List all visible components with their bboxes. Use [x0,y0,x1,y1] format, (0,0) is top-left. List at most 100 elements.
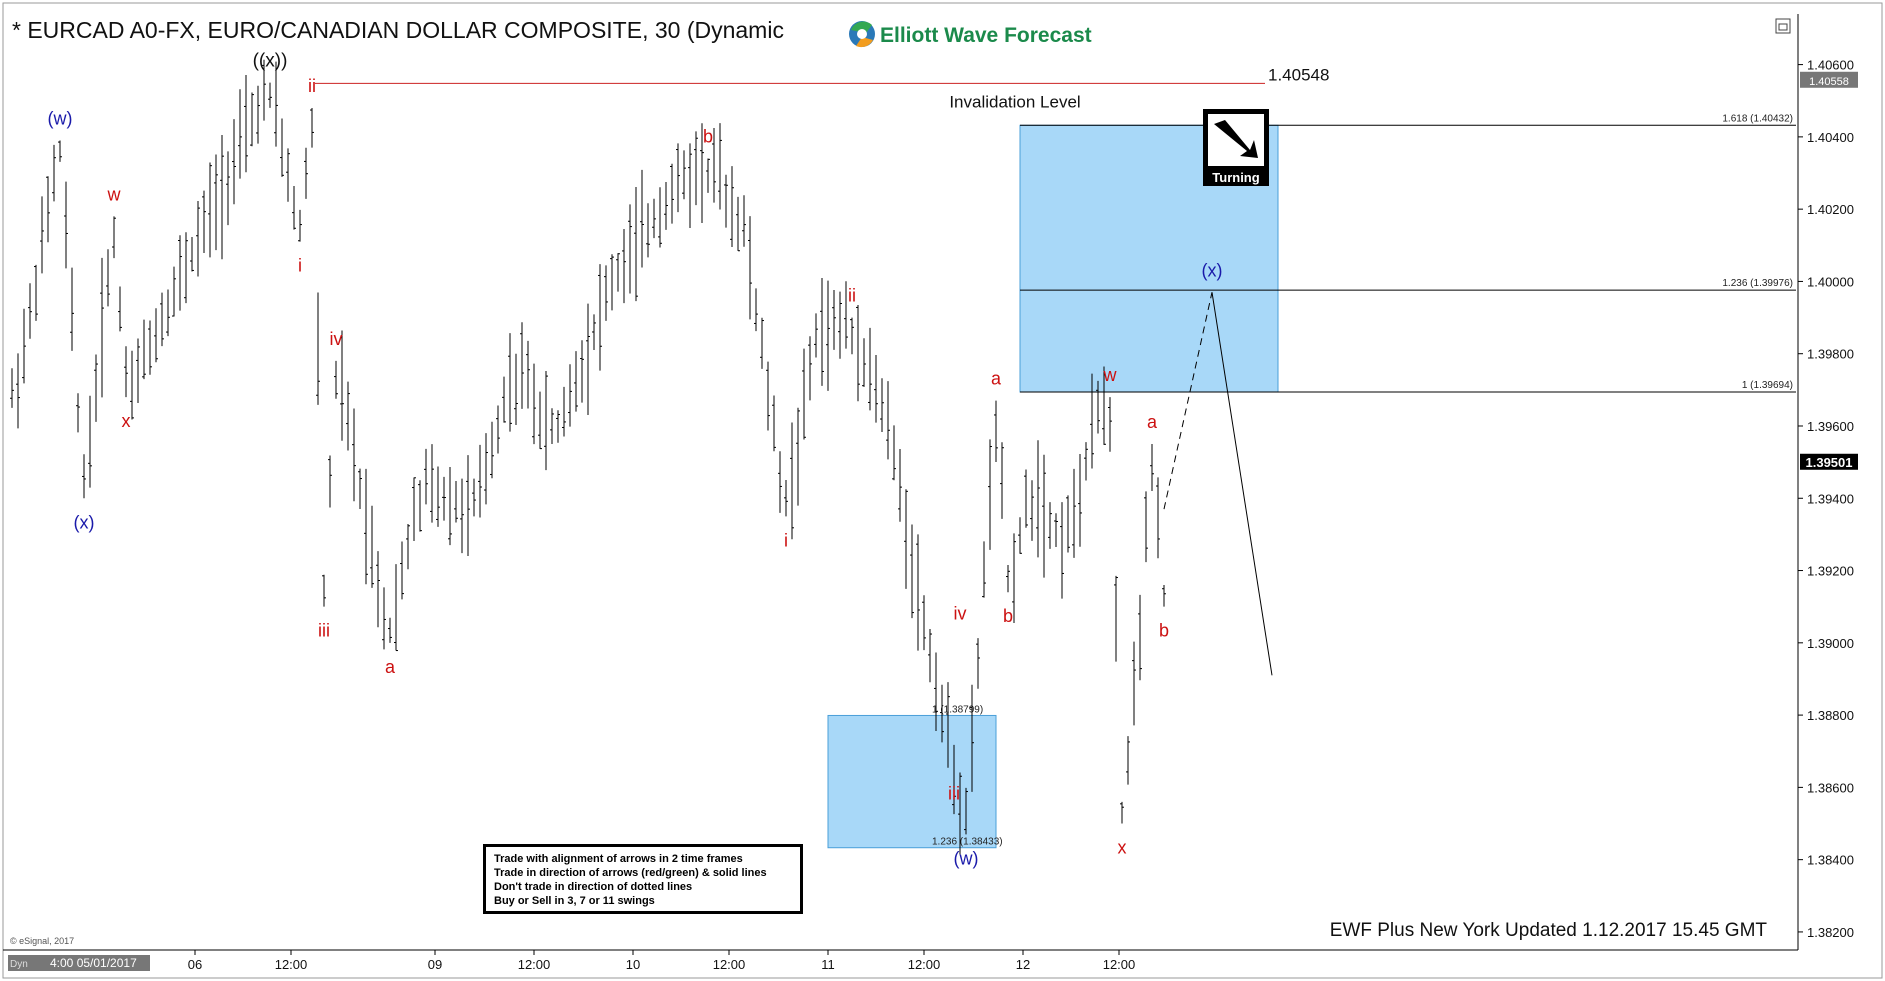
ohlc-bar [100,257,104,398]
wave-label: ((x)) [253,51,288,72]
ohlc-bar [712,127,716,203]
ohlc-bar [1078,453,1082,547]
ohlc-bar [442,476,446,521]
price-axis: 1.40600 1.40400 1.40200 1.40000 1.39800 1.396… [1798,58,1858,940]
fib-label: 1.236 (1.39976) [1722,278,1793,289]
window-restore-icon[interactable] [1775,18,1791,34]
ohlc-bar [106,249,110,307]
ohlc-bar [622,228,626,304]
ohlc-bar [880,378,884,432]
x-tick-label: 11 [821,957,835,972]
ohlc-bar [574,351,578,412]
ohlc-bar [208,162,212,258]
ohlc-bar [28,283,32,339]
ohlc-bar [286,148,290,202]
ohlc-bar [274,61,278,147]
projection-path [1163,292,1273,676]
ohlc-bar [754,288,758,332]
ohlc-bar [718,123,722,210]
ohlc-bar [784,480,788,517]
time-axis: 06 12:00 09 12:00 10 12:00 11 12:00 12 12:00 [188,950,1135,972]
ohlc-bar [160,292,164,347]
ohlc-bar [118,286,122,332]
ohlc-bar [82,454,86,499]
ohlc-bar [856,304,860,402]
ohlc-bar [292,186,296,230]
fib-label: 1 (1.38799) [932,704,983,715]
invalidation-text: Invalidation Level [949,92,1080,111]
ohlc-bar [1126,736,1130,785]
ohlc-bar [700,123,704,223]
ohlc-bar [814,313,818,358]
ohlc-bar [154,308,158,363]
ohlc-bar [520,322,524,409]
ohlc-bar [1036,440,1040,558]
fib-label: 1.618 (1.40432) [1722,113,1793,124]
first-date-text: 4:00 05/01/2017 [50,956,137,970]
ohlc-bar [832,290,836,350]
ohlc-bar [394,564,398,652]
ohlc-bar [178,235,182,311]
ohlc-bar [1108,397,1112,452]
ohlc-bar [904,489,908,589]
ohlc-bar [580,340,584,403]
ohlc-bar [250,92,254,147]
wave-label: w [1103,365,1118,385]
target-zones [827,124,1279,849]
ohlc-bar [1024,469,1028,528]
wave-label: (x) [74,512,95,532]
ohlc-bar [214,154,218,251]
ohlc-bar [52,144,56,202]
ohlc-bar [886,381,890,460]
ohlc-bar [994,400,998,463]
turning-label: Turning [1212,170,1259,185]
ohlc-bar [934,652,938,731]
ohlc-bar [514,353,518,426]
ohlc-bar [1156,477,1160,559]
ohlc-bar [736,196,740,252]
ohlc-bar [298,209,302,242]
ohlc-bar [94,354,98,422]
copyright-text: © eSignal, 2017 [10,936,74,946]
ohlc-bar [448,466,452,546]
wave-label: w [107,184,122,204]
y-tick-label: 1.40400 [1807,130,1854,145]
price-tag-label: 1.39501 [1806,455,1853,470]
x-tick-label: 12:00 [518,957,551,972]
ohlc-bar [538,391,542,450]
ohlc-bar [898,448,902,522]
ohlc-bar [964,787,968,835]
rule-line: Buy or Sell in 3, 7 or 11 swings [494,895,655,907]
ohlc-bar [640,169,644,268]
ohlc-bar [892,425,896,481]
ohlc-bar [484,433,488,505]
ohlc-bar [310,107,314,148]
ohlc-bar [760,317,764,369]
turning-signal: Turning [1203,109,1269,186]
ohlc-bar [262,59,266,121]
rule-line: Trade in direction of arrows (red/green)… [494,867,767,879]
fib-label: 1.236 (1.38433) [932,837,1003,848]
chart-title: * EURCAD A0-FX, EURO/CANADIAN DOLLAR COM… [12,17,784,43]
ohlc-bar [592,314,596,350]
logo-globe-icon [849,21,875,48]
ohlc-bar [346,381,350,451]
y-tick-label: 1.39600 [1807,419,1854,434]
ohlc-bar [424,448,428,505]
first-date-tag: Dyn 4:00 05/01/2017 [8,955,150,971]
ohlc-bar [1138,594,1142,681]
ohlc-bar [478,444,482,518]
y-tick-label: 1.38600 [1807,780,1854,795]
ohlc-bar [70,267,74,351]
ohlc-bar [544,371,548,471]
x-tick-label: 06 [188,957,202,972]
ohlc-bar [910,524,914,619]
ohlc-bar [166,289,170,337]
ohlc-bar [742,195,746,247]
ohlc-bar [598,264,602,371]
ohlc-bar [172,266,176,317]
target-zone-lower [827,714,997,849]
ohlc-bar [388,617,392,643]
brand-logo: Elliott Wave Forecast [849,21,1092,48]
